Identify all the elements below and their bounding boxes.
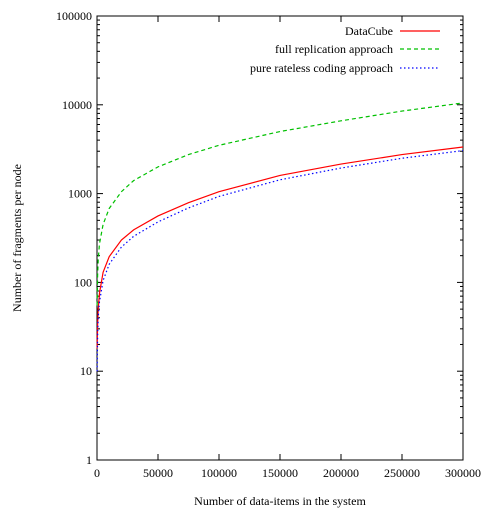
legend-label-datacube: DataCube: [345, 24, 393, 38]
x-tick-label: 300000: [445, 466, 481, 480]
legend-label-pure-rateless: pure rateless coding approach: [250, 61, 393, 75]
x-axis-title: Number of data-items in the system: [194, 494, 366, 508]
y-tick-label: 10000: [62, 98, 92, 112]
y-axis-ticks: 1 10 100 1000 10000 100000: [56, 9, 463, 467]
x-tick-label: 100000: [201, 466, 237, 480]
series-line-1: [96, 102, 464, 306]
x-tick-label: 150000: [262, 466, 298, 480]
x-tick-label: 50000: [143, 466, 173, 480]
plot-frame: [96, 15, 464, 461]
x-tick-label: 250000: [384, 466, 420, 480]
y-tick-label: 1000: [68, 187, 92, 201]
y-tick-label: 100: [74, 275, 92, 289]
series-line-2: [96, 149, 464, 372]
y-tick-label: 100000: [56, 9, 92, 23]
series-lines: [96, 102, 464, 372]
legend-label-full-replication: full replication approach: [275, 42, 393, 56]
legend: DataCube full replication approach pure …: [250, 24, 440, 75]
y-tick-label: 1: [86, 453, 92, 467]
x-tick-label: 0: [94, 466, 100, 480]
x-tick-label: 200000: [323, 466, 359, 480]
y-tick-label: 10: [80, 364, 92, 378]
series-line-0: [96, 146, 464, 349]
y-axis-title: Number of fragments per node: [10, 164, 24, 312]
x-axis-ticks: 0 50000 100000 150000 200000 250000 300000: [94, 16, 481, 480]
